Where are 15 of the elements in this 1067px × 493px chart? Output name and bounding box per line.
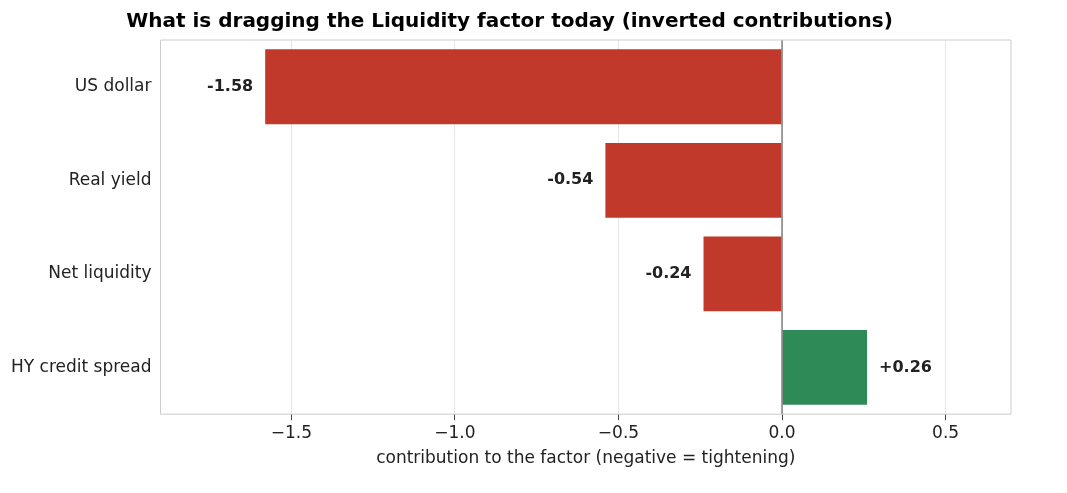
data-label: -1.58 (207, 75, 254, 95)
data-label: +0.26 (879, 356, 932, 376)
data-label: -0.54 (547, 169, 594, 189)
y-tick-label: Real yield (68, 168, 152, 189)
x-tick-label: 0.5 (932, 421, 960, 442)
x-axis-title: contribution to the factor (negative = tightening) (376, 447, 796, 468)
x-tick-label: −0.5 (597, 421, 640, 442)
y-tick-label: US dollar (74, 75, 152, 96)
x-tick-label: 0.0 (768, 421, 796, 442)
data-label: -0.24 (645, 263, 692, 283)
x-tick-label: −1.0 (434, 421, 476, 442)
chart-title: What is dragging the Liquidity factor today (inverted contributions) (126, 8, 893, 33)
y-tick-label: HY credit spread (10, 355, 152, 376)
x-tick-label: −1.5 (270, 421, 312, 442)
y-tick-label: Net liquidity (48, 262, 152, 283)
